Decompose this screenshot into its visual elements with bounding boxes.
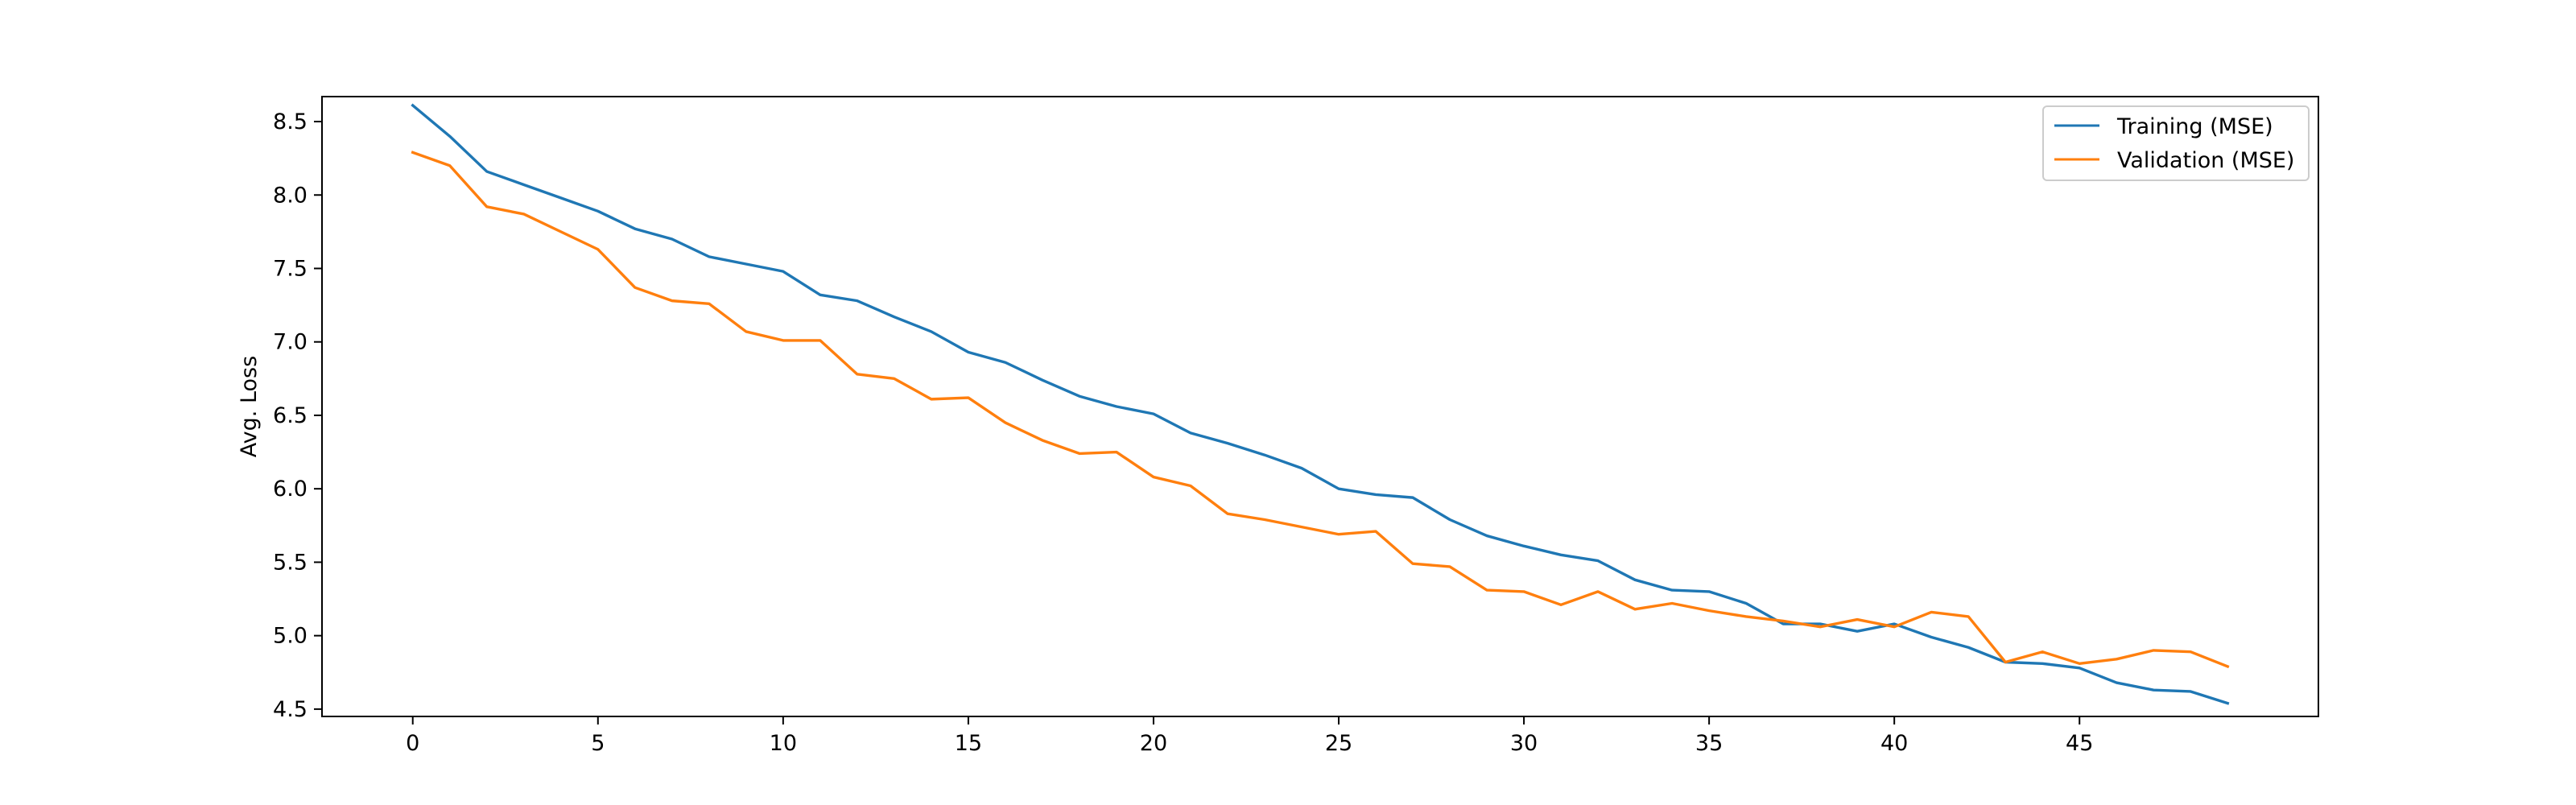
legend-box [2042,105,2310,181]
y-axis-label: Avg. Loss [237,356,262,457]
x-tick-label-35: 35 [1695,731,1723,756]
y-axis: 4.5 5.0 5.5 6.0 6.5 7.0 7.5 8.0 8.5 [273,109,322,722]
y-tick-label-4: 6.5 [273,403,308,428]
x-tick-label-5: 5 [591,731,605,756]
x-tick-label-20: 20 [1140,731,1167,756]
y-tick-label-7: 8.0 [273,183,308,208]
series-line-training [411,103,2230,705]
x-axis: 0 5 10 15 20 25 30 35 40 45 [406,716,2093,756]
legend-label-validation: Validation (MSE) [2117,148,2294,173]
y-tick-label-2: 5.5 [273,550,308,575]
x-tick-label-45: 45 [2066,731,2093,756]
x-tick-label-10: 10 [770,731,797,756]
x-tick-label-15: 15 [955,731,982,756]
legend-label-training: Training (MSE) [2116,114,2273,139]
plot-area [322,97,2318,716]
x-tick-label-40: 40 [1880,731,1908,756]
series-layer [411,103,2230,705]
x-tick-label-25: 25 [1325,731,1352,756]
y-tick-label-0: 4.5 [273,697,308,722]
x-tick-label-0: 0 [406,731,419,756]
y-tick-label-8: 8.5 [273,109,308,134]
x-tick-label-30: 30 [1510,731,1538,756]
y-tick-label-6: 7.5 [273,256,308,281]
series-line-validation [411,151,2230,669]
y-tick-label-5: 7.0 [273,330,308,355]
y-tick-label-3: 6.0 [273,477,308,502]
legend: Training (MSE) Validation (MSE) [2042,105,2310,181]
y-tick-label-1: 5.0 [273,624,308,649]
plot-frame [321,96,2319,717]
